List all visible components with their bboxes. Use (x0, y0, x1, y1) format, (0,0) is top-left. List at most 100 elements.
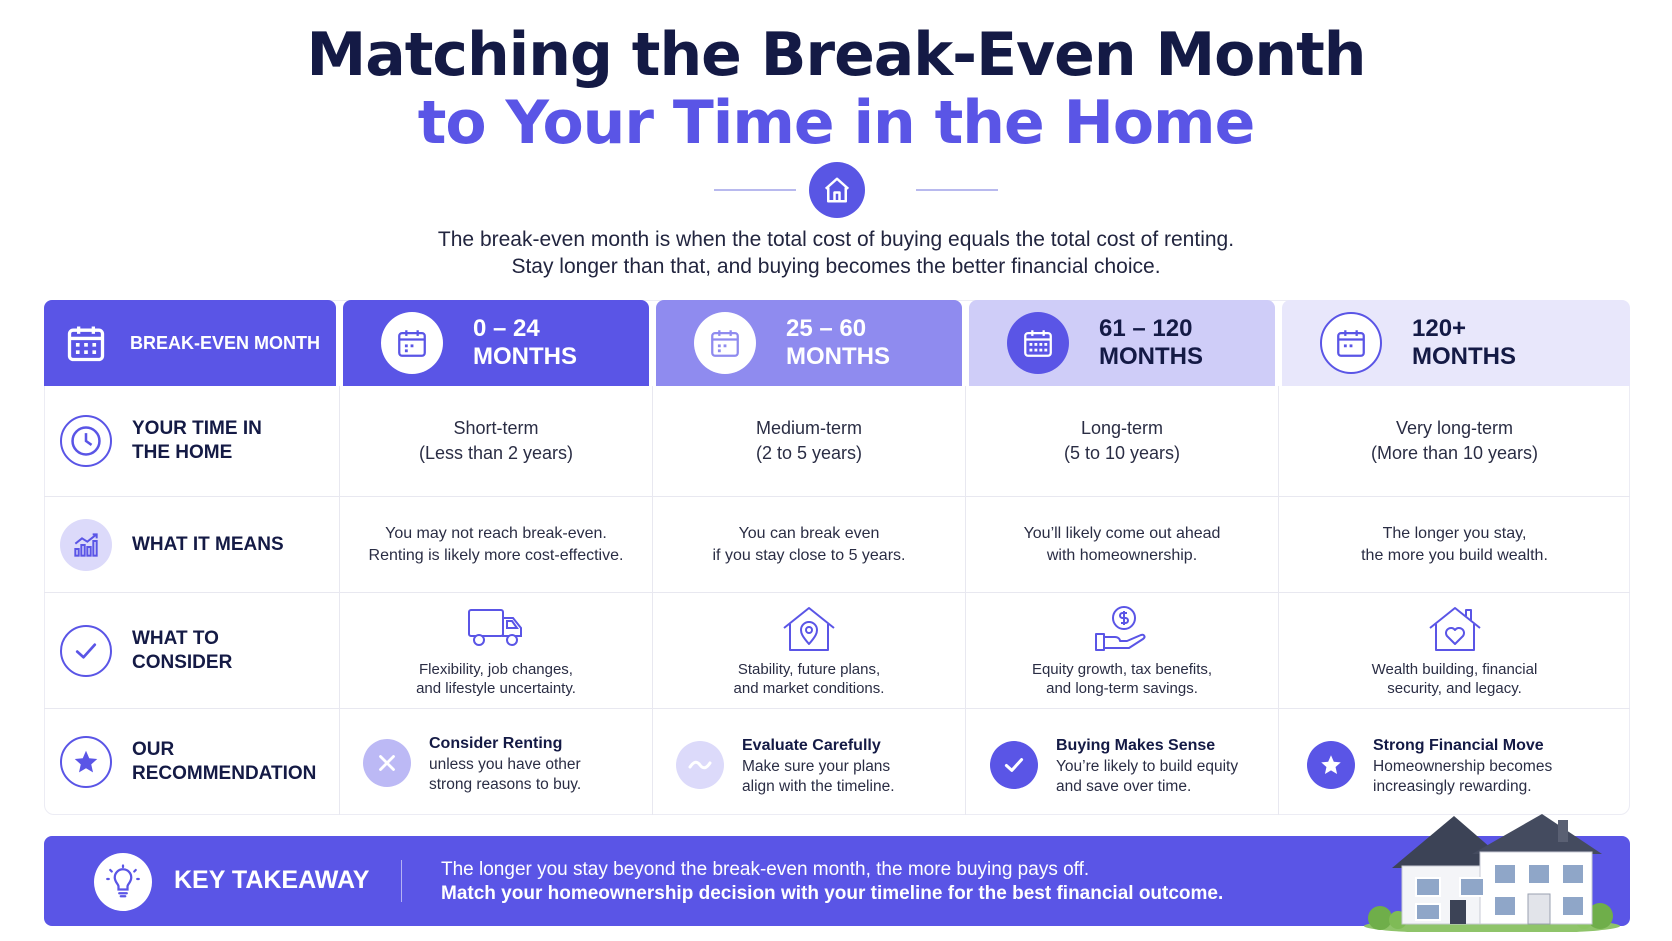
check-icon (990, 741, 1038, 789)
header-col-61-120: 61 – 120 MONTHS (969, 300, 1275, 386)
consider-cell: Stability, future plans, and market cond… (653, 593, 965, 708)
lightbulb-icon (94, 853, 152, 911)
means-cell: You may not reach break-even. Renting is… (340, 497, 652, 592)
header-col-unit: MONTHS (1099, 343, 1203, 370)
subtitle-line2: Stay longer than that, and buying become… (511, 255, 1161, 278)
recommendation-line1: unless you have other (429, 756, 581, 773)
subtitle: The break-even month is when the total c… (0, 226, 1672, 280)
time-cell: Very long-term (More than 10 years) (1279, 386, 1630, 496)
means-line1: You may not reach break-even. (385, 524, 607, 542)
house-icon (824, 177, 850, 203)
time-range: (2 to 5 years) (755, 443, 863, 463)
time-cell: Medium-term (2 to 5 years) (653, 386, 965, 496)
means-line2: with homeownership. (1046, 546, 1198, 564)
means-line2: if you stay close to 5 years. (712, 546, 906, 564)
divider-left (714, 189, 796, 191)
means-line1: You’ll likely come out ahead (1023, 524, 1221, 542)
recommendation-cell: Buying Makes Sense You’re likely to buil… (990, 735, 1275, 797)
time-range: (More than 10 years) (1370, 443, 1539, 463)
row-divider (44, 496, 1630, 497)
calendar-icon (1007, 312, 1069, 374)
wave-icon (676, 741, 724, 789)
calendar-icon (694, 312, 756, 374)
means-line2: the more you build wealth. (1361, 546, 1548, 564)
row-label-what-to-consider: WHAT TO CONSIDER (44, 593, 336, 708)
row-divider (44, 592, 1630, 593)
means-cell: You can break even if you stay close to … (653, 497, 965, 592)
means-line1: The longer you stay, (1382, 524, 1527, 542)
check-circle-icon (60, 624, 112, 677)
header-col-0-24: 0 – 24 MONTHS (343, 300, 649, 386)
divider-right (916, 189, 998, 191)
row-label-line1: WHAT TO (132, 627, 219, 649)
key-takeaway-banner: KEY TAKEAWAY The longer you stay beyond … (44, 814, 1630, 932)
consider-cell: Equity growth, tax benefits, and long-te… (966, 593, 1278, 708)
consider-line1: Wealth building, financial (1371, 660, 1538, 678)
page-title-line2: to Your Time in the Home (417, 88, 1256, 158)
col-divider (965, 386, 966, 815)
header-col-range: 120+ (1412, 315, 1467, 342)
subtitle-line1: The break-even month is when the total c… (437, 228, 1235, 251)
row-label-recommendation: OUR RECOMMENDATION (44, 709, 336, 815)
recommendation-title: Buying Makes Sense (1056, 737, 1216, 754)
header-col-range: 61 – 120 (1099, 315, 1193, 342)
consider-line2: and market conditions. (733, 679, 885, 697)
time-term: Short-term (453, 418, 539, 438)
row-label-what-it-means: WHAT IT MEANS (44, 497, 336, 592)
consider-line2: security, and legacy. (1387, 679, 1522, 697)
header-col-unit: MONTHS (473, 343, 577, 370)
recommendation-title: Evaluate Carefully (742, 737, 881, 754)
means-line1: You can break even (738, 524, 880, 542)
recommendation-line2: increasingly rewarding. (1373, 778, 1532, 795)
row-label-line1: YOUR TIME IN (132, 418, 262, 439)
row-divider (44, 708, 1630, 709)
recommendation-line1: You’re likely to build equity (1056, 758, 1239, 775)
header-col-range: 25 – 60 (786, 315, 867, 342)
recommendation-line1: Homeownership becomes (1373, 758, 1553, 775)
growth-chart-icon (60, 518, 112, 571)
takeaway-separator (401, 860, 402, 902)
recommendation-cell: Evaluate Carefully Make sure your plans … (676, 735, 956, 797)
consider-line1: Flexibility, job changes, (419, 660, 573, 678)
recommendation-title: Consider Renting (429, 735, 563, 752)
col-divider (1278, 386, 1279, 815)
house-heart-icon (1428, 606, 1481, 651)
header-col-range: 0 – 24 (473, 315, 540, 342)
key-takeaway-label: KEY TAKEAWAY (174, 866, 370, 894)
x-icon (363, 739, 411, 787)
money-hand-icon (1095, 605, 1146, 651)
time-cell: Long-term (5 to 10 years) (966, 386, 1278, 496)
consider-line1: Equity growth, tax benefits, (1031, 660, 1213, 678)
house-location-icon (783, 606, 835, 651)
consider-line2: and lifestyle uncertainty. (416, 679, 576, 697)
time-term: Very long-term (1395, 418, 1514, 438)
row-label-time-in-home: YOUR TIME IN THE HOME (44, 386, 336, 496)
header-col-120-plus: 120+ MONTHS (1282, 300, 1630, 386)
recommendation-line2: align with the timeline. (742, 778, 895, 795)
calendar-icon (381, 312, 443, 374)
header-col-25-60: 25 – 60 MONTHS (656, 300, 962, 386)
consider-line1: Stability, future plans, (737, 660, 881, 678)
time-range: (5 to 10 years) (1063, 443, 1181, 463)
means-cell: The longer you stay, the more you build … (1279, 497, 1630, 592)
means-cell: You’ll likely come out ahead with homeow… (966, 497, 1278, 592)
time-range: (Less than 2 years) (418, 443, 574, 463)
star-icon (1307, 741, 1355, 789)
takeaway-line2: Match your homeownership decision with y… (441, 883, 1224, 904)
page-title-line1: Matching the Break-Even Month (306, 20, 1367, 90)
recommendation-cell: Consider Renting unless you have other s… (363, 733, 643, 795)
col-divider (339, 386, 340, 815)
header-col-unit: MONTHS (786, 343, 890, 370)
col-divider (652, 386, 653, 815)
recommendation-line2: and save over time. (1056, 778, 1192, 795)
time-term: Medium-term (755, 418, 862, 438)
consider-cell: Wealth building, financial security, and… (1279, 593, 1630, 708)
recommendation-line1: Make sure your plans (742, 758, 891, 775)
recommendation-cell: Strong Financial Move Homeownership beco… (1307, 735, 1622, 797)
star-circle-icon (60, 736, 112, 788)
house-badge (809, 162, 865, 218)
consider-cell: Flexibility, job changes, and lifestyle … (340, 593, 652, 708)
row-label-line2: CONSIDER (132, 651, 233, 673)
clock-icon (60, 415, 112, 467)
moving-truck-icon (468, 608, 522, 646)
